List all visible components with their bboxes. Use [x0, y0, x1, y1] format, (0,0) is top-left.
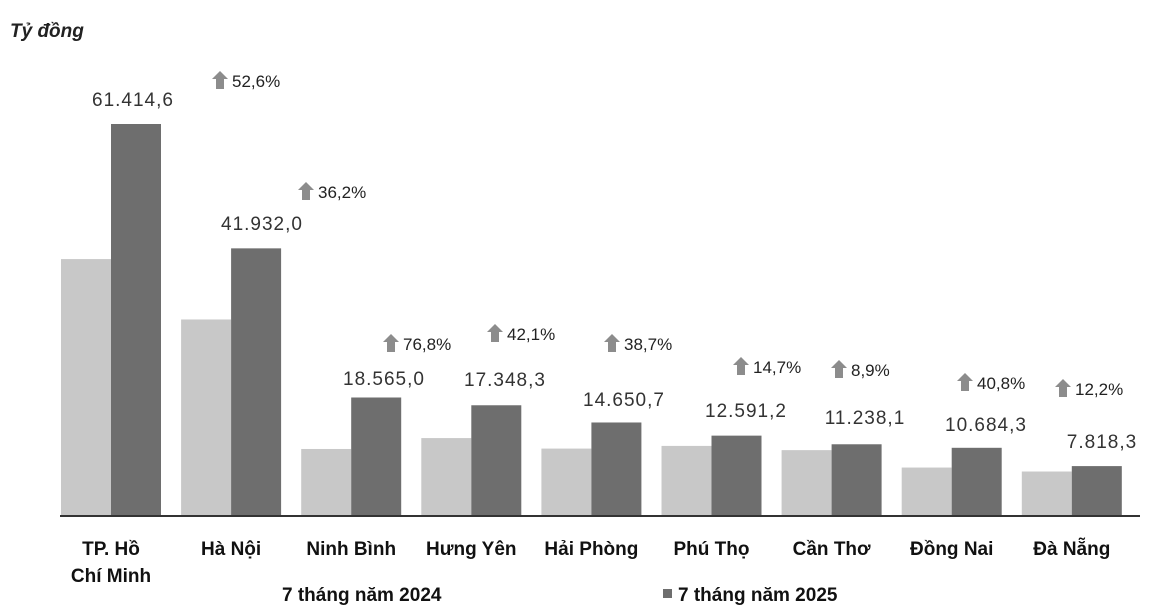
bar-2025-3: [351, 397, 402, 516]
category-label: TP. Hồ: [82, 539, 140, 560]
growth-label: 12,2%: [1075, 380, 1123, 399]
category-label: Đà Nẵng: [1033, 537, 1110, 560]
up-arrow-icon: [733, 357, 749, 375]
bars-group: [61, 124, 1122, 516]
value-label: 12.591,2: [705, 401, 787, 422]
bar-2024-1: [61, 259, 111, 516]
bar-2025-4: [471, 405, 522, 516]
bar-2024-4: [421, 438, 472, 516]
bar-2024-6: [661, 445, 712, 516]
growth-label: 76,8%: [403, 335, 451, 354]
up-arrow-icon: [831, 360, 847, 378]
category-label: Phú Thọ: [674, 539, 750, 560]
category-label: Cần Thơ: [793, 539, 871, 560]
bar-2024-7: [781, 450, 832, 516]
growth-label: 42,1%: [507, 325, 555, 344]
value-label: 61.414,6: [92, 90, 174, 111]
bar-2024-9: [1021, 471, 1072, 516]
growth-label: 38,7%: [624, 335, 672, 354]
legend-label-2024: 7 tháng năm 2024: [282, 585, 442, 606]
value-label: 7.818,3: [1067, 432, 1137, 453]
legend-label-2025: 7 tháng năm 2025: [678, 585, 838, 606]
legend: 7 tháng năm 2024 7 tháng năm 2025: [282, 585, 838, 606]
category-labels: TP. Hồ Chí Minh Hà Nội Ninh Bình Hưng Yên Hải…: [71, 537, 1110, 587]
category-label: Ninh Bình: [306, 539, 396, 560]
up-arrow-icon: [1055, 379, 1071, 397]
growth-label: 52,6%: [232, 72, 280, 91]
bar-2025-1: [111, 124, 161, 516]
value-label: 10.684,3: [945, 415, 1027, 436]
bar-2025-7: [831, 444, 882, 516]
category-label: Đồng Nai: [910, 539, 993, 560]
value-label: 11.238,1: [825, 408, 906, 429]
value-label: 14.650,7: [583, 390, 665, 411]
growth-label: 14,7%: [753, 358, 801, 377]
value-label: 17.348,3: [464, 370, 546, 391]
value-label: 18.565,0: [343, 369, 425, 390]
up-arrow-icon: [487, 324, 503, 342]
bar-2025-5: [591, 422, 642, 516]
bar-2025-6: [711, 435, 762, 516]
up-arrow-icon: [604, 334, 620, 352]
y-axis-unit-label: Tỷ đồng: [10, 21, 84, 42]
bar-2024-5: [541, 448, 592, 516]
up-arrow-icon: [298, 182, 314, 200]
category-label: Hưng Yên: [426, 539, 516, 560]
up-arrow-icon: [957, 373, 973, 391]
bar-2024-3: [301, 448, 352, 516]
bar-2024-8: [901, 467, 952, 516]
growth-label: 8,9%: [851, 361, 890, 380]
value-label: 41.932,0: [221, 214, 303, 235]
bar-2025-2: [231, 248, 282, 516]
growth-label: 40,8%: [977, 374, 1025, 393]
category-label: Hà Nội: [201, 539, 261, 560]
bar-2024-2: [181, 319, 232, 516]
category-label: Hải Phòng: [544, 539, 638, 560]
bar-2025-8: [951, 447, 1002, 516]
up-arrow-icon: [383, 334, 399, 352]
category-label: Chí Minh: [71, 566, 151, 587]
labels-group: 61.414,6 52,6% 41.932,0 36,2% 18.565,0 76,8% 1…: [92, 71, 1137, 453]
legend-swatch-2025: [663, 589, 672, 598]
bar-2025-9: [1071, 466, 1122, 516]
growth-label: 36,2%: [318, 183, 366, 202]
up-arrow-icon: [212, 71, 228, 89]
